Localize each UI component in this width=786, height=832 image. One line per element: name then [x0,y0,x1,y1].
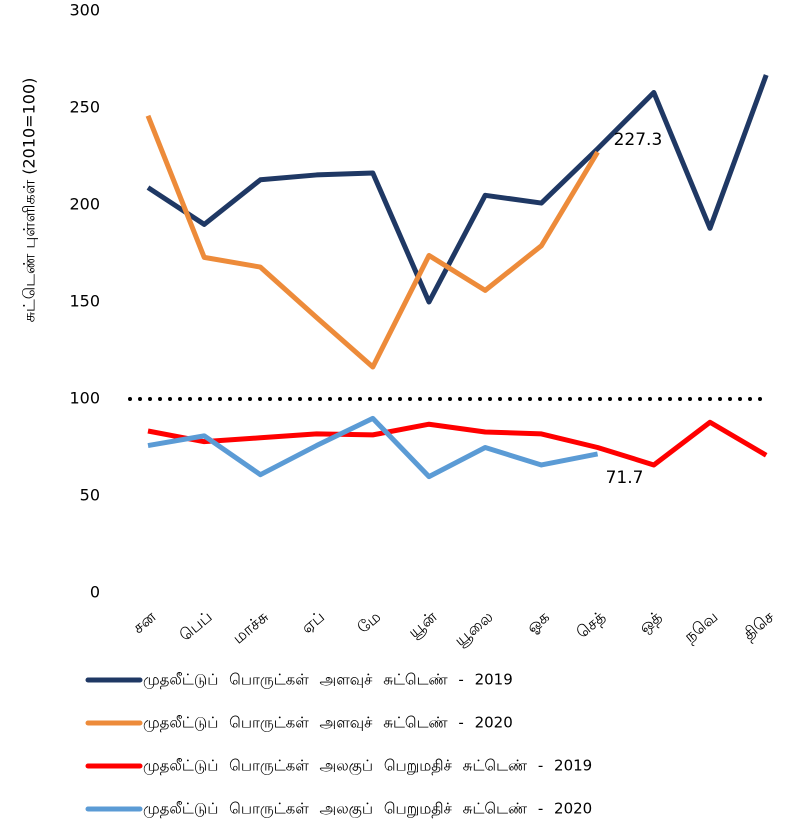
x-tick-label: திசெ [739,607,778,644]
series-line [147,415,599,480]
x-tick-label: மாச்சு [229,607,273,648]
x-tick-label: செத் [573,607,610,642]
legend-label: முதலீட்டுப் பொருட்கள் அலகுப் பெறுமதிச் ச… [143,757,592,776]
legend-label: முதலீட்டுப் பொருட்கள் அளவுச் சுட்டெண் - … [143,714,513,732]
y-tick-label: 300 [69,1,100,20]
x-tick-label: ஓக [523,607,553,637]
series-line [145,114,600,370]
series-line [146,74,769,305]
x-tick-label: ஏப் [297,607,328,637]
x-tick-label: நவெ [680,607,721,646]
x-tick-label: ஒத் [635,607,665,637]
x-tick-label: மே [353,607,384,637]
x-tick-label: சன [129,607,160,638]
y-axis-label: சுட்டெண் புள்ளிகள் (2010=100) [20,78,39,323]
y-tick-label: 50 [80,486,100,505]
x-tick-label: யூலை [451,607,497,650]
y-tick-label: 0 [90,583,100,602]
y-tick-label: 200 [69,195,100,214]
y-tick-label: 100 [69,389,100,408]
legend-label: முதலீட்டுப் பொருட்கள் அலகுப் பெறுமதிச் ச… [143,800,592,819]
x-tick-label: பெப் [176,607,216,645]
y-tick-label: 250 [69,98,100,117]
data-label: 71.7 [606,468,644,488]
y-tick-label: 150 [69,292,100,311]
x-tick-label: யூன் [404,607,441,642]
series-line [147,419,768,468]
data-label: 227.3 [614,130,663,150]
legend-label: முதலீட்டுப் பொருட்கள் அளவுச் சுட்டெண் - … [143,671,513,689]
